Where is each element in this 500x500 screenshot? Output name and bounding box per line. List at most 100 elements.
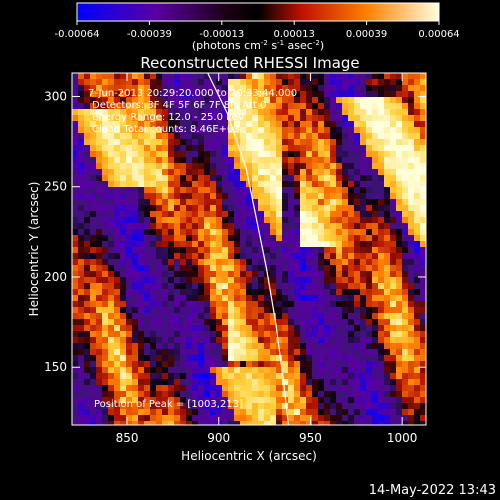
heatmap-cell xyxy=(348,295,355,302)
heatmap-cell xyxy=(318,391,325,398)
heatmap-cell xyxy=(306,223,313,230)
heatmap-cell xyxy=(210,133,217,140)
heatmap-cell xyxy=(264,295,271,302)
y-tick-label: 150 xyxy=(44,360,67,374)
heatmap-cell xyxy=(216,313,223,320)
heatmap-cell xyxy=(198,391,205,398)
heatmap-cell xyxy=(108,349,115,356)
heatmap-cell xyxy=(210,115,217,122)
heatmap-cell xyxy=(372,415,379,422)
heatmap-cell xyxy=(72,229,79,236)
heatmap-cell xyxy=(138,355,145,362)
heatmap-cell xyxy=(216,121,223,128)
heatmap-cell xyxy=(72,361,79,368)
heatmap-cell xyxy=(198,229,205,236)
heatmap-cell xyxy=(294,373,301,380)
heatmap-cell xyxy=(90,409,97,416)
heatmap-cell xyxy=(216,325,223,332)
heatmap-cell xyxy=(90,109,97,116)
heatmap-cell xyxy=(270,415,277,422)
heatmap-cell xyxy=(144,307,151,314)
heatmap-cell xyxy=(150,319,157,326)
heatmap-cell xyxy=(318,283,325,290)
heatmap-cell xyxy=(162,115,169,122)
heatmap-cell xyxy=(294,115,301,122)
heatmap-cell xyxy=(414,403,421,410)
heatmap-cell xyxy=(228,175,235,182)
heatmap-cell xyxy=(198,343,205,350)
heatmap-cell xyxy=(180,319,187,326)
heatmap-cell xyxy=(72,91,79,98)
heatmap-cell xyxy=(228,421,235,425)
heatmap-cell xyxy=(138,85,145,92)
heatmap-cell xyxy=(210,397,217,404)
heatmap-cell xyxy=(84,403,91,410)
heatmap-cell xyxy=(342,133,349,140)
heatmap-cell xyxy=(102,169,109,176)
heatmap-cell xyxy=(342,349,349,356)
colorbar-tick-label: -0.00064 xyxy=(55,29,100,40)
heatmap-cell xyxy=(288,277,295,284)
heatmap-cell xyxy=(234,127,241,134)
heatmap-cell xyxy=(174,271,181,278)
heatmap-cell xyxy=(348,373,355,380)
heatmap-cell xyxy=(288,271,295,278)
heatmap-cell xyxy=(222,379,229,386)
heatmap-cell xyxy=(408,259,415,266)
heatmap-cell xyxy=(114,133,121,140)
heatmap-cell xyxy=(264,181,271,188)
heatmap-cell xyxy=(90,283,97,290)
heatmap-cell xyxy=(72,313,79,320)
heatmap-cell xyxy=(78,337,85,344)
heatmap-cell xyxy=(162,79,169,86)
heatmap-cell xyxy=(324,193,331,200)
heatmap-cell xyxy=(414,301,421,308)
heatmap-cell xyxy=(408,187,415,194)
heatmap-cell xyxy=(252,337,259,344)
heatmap-cell xyxy=(360,181,367,188)
heatmap-cell xyxy=(348,271,355,278)
heatmap-cell xyxy=(360,133,367,140)
heatmap-cell xyxy=(216,361,223,368)
heatmap-cell xyxy=(408,391,415,398)
heatmap-cell xyxy=(216,151,223,158)
heatmap-cell xyxy=(162,91,169,98)
heatmap-cell xyxy=(258,373,265,380)
heatmap-cell xyxy=(174,205,181,212)
heatmap-cell xyxy=(234,301,241,308)
heatmap-cell xyxy=(396,97,403,104)
heatmap-cell xyxy=(354,325,361,332)
heatmap-cell xyxy=(342,265,349,272)
heatmap-cell xyxy=(168,151,175,158)
heatmap-cell xyxy=(234,229,241,236)
heatmap-cell xyxy=(168,367,175,374)
heatmap-cell xyxy=(390,307,397,314)
heatmap-cell xyxy=(126,385,133,392)
heatmap-cell xyxy=(78,301,85,308)
heatmap-cells xyxy=(72,73,426,425)
heatmap-cell xyxy=(318,307,325,314)
heatmap-cell xyxy=(360,103,367,110)
heatmap-cell xyxy=(186,361,193,368)
heatmap-cell xyxy=(402,319,409,326)
heatmap-cell xyxy=(246,385,253,392)
heatmap-cell xyxy=(312,259,319,266)
heatmap-cell xyxy=(324,241,331,248)
heatmap-cell xyxy=(378,211,385,218)
heatmap-cell xyxy=(84,343,91,350)
heatmap-cell xyxy=(330,289,337,296)
heatmap-cell xyxy=(204,229,211,236)
heatmap-cell xyxy=(354,259,361,266)
heatmap-cell xyxy=(222,157,229,164)
heatmap-cell xyxy=(342,343,349,350)
heatmap-cell xyxy=(240,337,247,344)
heatmap-cell xyxy=(96,319,103,326)
heatmap-cell xyxy=(336,121,343,128)
heatmap-cell xyxy=(396,421,403,425)
heatmap-cell xyxy=(264,91,271,98)
heatmap-cell xyxy=(384,403,391,410)
heatmap-cell xyxy=(102,331,109,338)
heatmap-cell xyxy=(198,169,205,176)
heatmap-cell xyxy=(78,295,85,302)
heatmap-cell xyxy=(342,181,349,188)
